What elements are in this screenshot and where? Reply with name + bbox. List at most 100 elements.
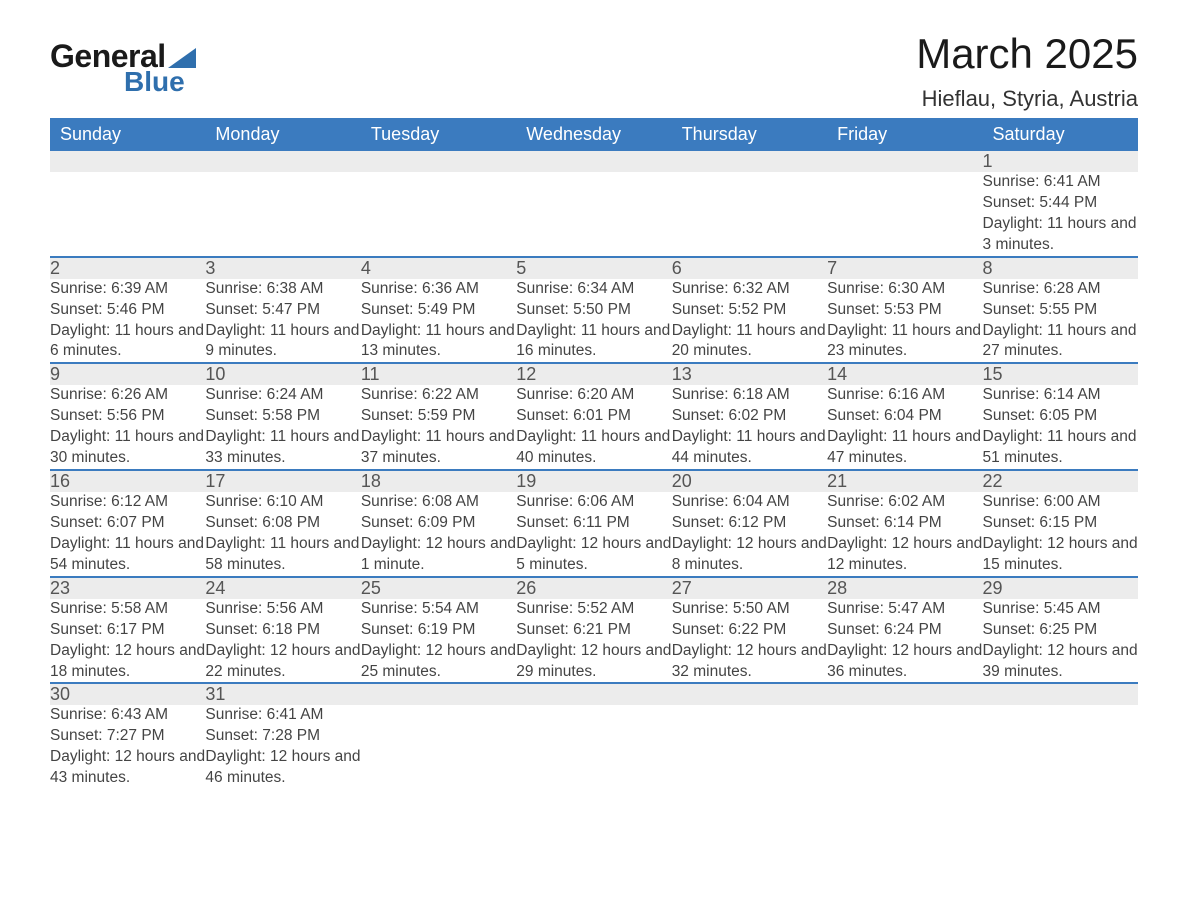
sunset-line: Sunset: 6:07 PM xyxy=(50,513,205,534)
sunset-line: Sunset: 7:28 PM xyxy=(205,726,360,747)
day-number-cell: 21 xyxy=(827,470,982,492)
day-detail-cell: Sunrise: 5:52 AMSunset: 6:21 PMDaylight:… xyxy=(516,599,671,684)
sunrise-line: Sunrise: 6:43 AM xyxy=(50,705,205,726)
sunrise-line: Sunrise: 5:52 AM xyxy=(516,599,671,620)
sunrise-line: Sunrise: 6:04 AM xyxy=(672,492,827,513)
day-detail-cell xyxy=(672,172,827,257)
day-header: Sunday xyxy=(50,118,205,151)
sunset-line: Sunset: 5:59 PM xyxy=(361,406,516,427)
day-number-cell xyxy=(827,151,982,172)
day-detail-cell: Sunrise: 6:26 AMSunset: 5:56 PMDaylight:… xyxy=(50,385,205,470)
sunrise-line: Sunrise: 5:45 AM xyxy=(983,599,1138,620)
daylight-line: Daylight: 12 hours and 43 minutes. xyxy=(50,747,205,789)
day-number-cell: 27 xyxy=(672,577,827,599)
sunset-line: Sunset: 6:04 PM xyxy=(827,406,982,427)
day-detail-cell xyxy=(827,172,982,257)
day-number-cell: 8 xyxy=(983,257,1138,279)
day-detail-row: Sunrise: 5:58 AMSunset: 6:17 PMDaylight:… xyxy=(50,599,1138,684)
sunset-line: Sunset: 6:17 PM xyxy=(50,620,205,641)
day-detail-cell: Sunrise: 6:32 AMSunset: 5:52 PMDaylight:… xyxy=(672,279,827,364)
day-number-cell: 13 xyxy=(672,363,827,385)
sunrise-line: Sunrise: 6:20 AM xyxy=(516,385,671,406)
sunrise-line: Sunrise: 6:26 AM xyxy=(50,385,205,406)
day-detail-cell: Sunrise: 5:45 AMSunset: 6:25 PMDaylight:… xyxy=(983,599,1138,684)
day-number-cell: 31 xyxy=(205,683,360,705)
daylight-line: Daylight: 12 hours and 29 minutes. xyxy=(516,641,671,683)
sunset-line: Sunset: 6:19 PM xyxy=(361,620,516,641)
daylight-line: Daylight: 11 hours and 37 minutes. xyxy=(361,427,516,469)
daylight-line: Daylight: 11 hours and 3 minutes. xyxy=(983,214,1138,256)
sunset-line: Sunset: 5:52 PM xyxy=(672,300,827,321)
day-header: Wednesday xyxy=(516,118,671,151)
day-number-cell: 9 xyxy=(50,363,205,385)
sunrise-line: Sunrise: 6:32 AM xyxy=(672,279,827,300)
daylight-line: Daylight: 11 hours and 23 minutes. xyxy=(827,321,982,363)
sunset-line: Sunset: 6:24 PM xyxy=(827,620,982,641)
day-number-cell: 19 xyxy=(516,470,671,492)
day-detail-cell: Sunrise: 6:10 AMSunset: 6:08 PMDaylight:… xyxy=(205,492,360,577)
day-detail-cell: Sunrise: 5:50 AMSunset: 6:22 PMDaylight:… xyxy=(672,599,827,684)
daylight-line: Daylight: 12 hours and 18 minutes. xyxy=(50,641,205,683)
logo-triangle-icon xyxy=(168,48,196,68)
daylight-line: Daylight: 11 hours and 27 minutes. xyxy=(983,321,1138,363)
sunset-line: Sunset: 5:49 PM xyxy=(361,300,516,321)
day-number-cell xyxy=(361,683,516,705)
day-number-row: 3031 xyxy=(50,683,1138,705)
sunrise-line: Sunrise: 6:08 AM xyxy=(361,492,516,513)
day-detail-cell: Sunrise: 6:28 AMSunset: 5:55 PMDaylight:… xyxy=(983,279,1138,364)
daylight-line: Daylight: 11 hours and 51 minutes. xyxy=(983,427,1138,469)
day-detail-cell: Sunrise: 6:43 AMSunset: 7:27 PMDaylight:… xyxy=(50,705,205,789)
daylight-line: Daylight: 12 hours and 1 minute. xyxy=(361,534,516,576)
sunrise-line: Sunrise: 6:10 AM xyxy=(205,492,360,513)
sunset-line: Sunset: 6:05 PM xyxy=(983,406,1138,427)
day-number-row: 9101112131415 xyxy=(50,363,1138,385)
day-number-cell: 20 xyxy=(672,470,827,492)
sunset-line: Sunset: 5:53 PM xyxy=(827,300,982,321)
day-number-cell: 2 xyxy=(50,257,205,279)
sunrise-line: Sunrise: 6:30 AM xyxy=(827,279,982,300)
day-number-cell: 16 xyxy=(50,470,205,492)
sunrise-line: Sunrise: 6:18 AM xyxy=(672,385,827,406)
daylight-line: Daylight: 12 hours and 22 minutes. xyxy=(205,641,360,683)
day-number-cell xyxy=(672,683,827,705)
day-header-row: SundayMondayTuesdayWednesdayThursdayFrid… xyxy=(50,118,1138,151)
day-number-cell: 28 xyxy=(827,577,982,599)
daylight-line: Daylight: 12 hours and 46 minutes. xyxy=(205,747,360,789)
sunrise-line: Sunrise: 6:34 AM xyxy=(516,279,671,300)
sunrise-line: Sunrise: 6:38 AM xyxy=(205,279,360,300)
day-number-cell: 1 xyxy=(983,151,1138,172)
day-number-cell: 10 xyxy=(205,363,360,385)
day-detail-cell: Sunrise: 6:41 AMSunset: 7:28 PMDaylight:… xyxy=(205,705,360,789)
sunset-line: Sunset: 6:15 PM xyxy=(983,513,1138,534)
sunrise-line: Sunrise: 6:39 AM xyxy=(50,279,205,300)
day-number-row: 16171819202122 xyxy=(50,470,1138,492)
day-number-cell: 25 xyxy=(361,577,516,599)
sunset-line: Sunset: 5:46 PM xyxy=(50,300,205,321)
day-number-cell: 7 xyxy=(827,257,982,279)
sunset-line: Sunset: 6:09 PM xyxy=(361,513,516,534)
day-number-cell: 3 xyxy=(205,257,360,279)
day-number-cell xyxy=(50,151,205,172)
day-detail-cell xyxy=(50,172,205,257)
day-detail-cell xyxy=(983,705,1138,789)
sunset-line: Sunset: 6:08 PM xyxy=(205,513,360,534)
day-detail-cell: Sunrise: 6:16 AMSunset: 6:04 PMDaylight:… xyxy=(827,385,982,470)
day-detail-cell xyxy=(361,705,516,789)
day-number-cell xyxy=(516,151,671,172)
day-detail-cell: Sunrise: 5:47 AMSunset: 6:24 PMDaylight:… xyxy=(827,599,982,684)
sunset-line: Sunset: 5:56 PM xyxy=(50,406,205,427)
sunset-line: Sunset: 6:12 PM xyxy=(672,513,827,534)
day-number-cell: 12 xyxy=(516,363,671,385)
day-detail-cell: Sunrise: 6:04 AMSunset: 6:12 PMDaylight:… xyxy=(672,492,827,577)
day-number-cell xyxy=(516,683,671,705)
day-detail-cell: Sunrise: 6:39 AMSunset: 5:46 PMDaylight:… xyxy=(50,279,205,364)
sunrise-line: Sunrise: 6:41 AM xyxy=(983,172,1138,193)
sunset-line: Sunset: 5:47 PM xyxy=(205,300,360,321)
day-detail-cell: Sunrise: 6:12 AMSunset: 6:07 PMDaylight:… xyxy=(50,492,205,577)
sunset-line: Sunset: 5:55 PM xyxy=(983,300,1138,321)
day-detail-cell: Sunrise: 5:56 AMSunset: 6:18 PMDaylight:… xyxy=(205,599,360,684)
sunrise-line: Sunrise: 5:54 AM xyxy=(361,599,516,620)
sunrise-line: Sunrise: 6:24 AM xyxy=(205,385,360,406)
day-header: Friday xyxy=(827,118,982,151)
day-detail-cell: Sunrise: 6:38 AMSunset: 5:47 PMDaylight:… xyxy=(205,279,360,364)
